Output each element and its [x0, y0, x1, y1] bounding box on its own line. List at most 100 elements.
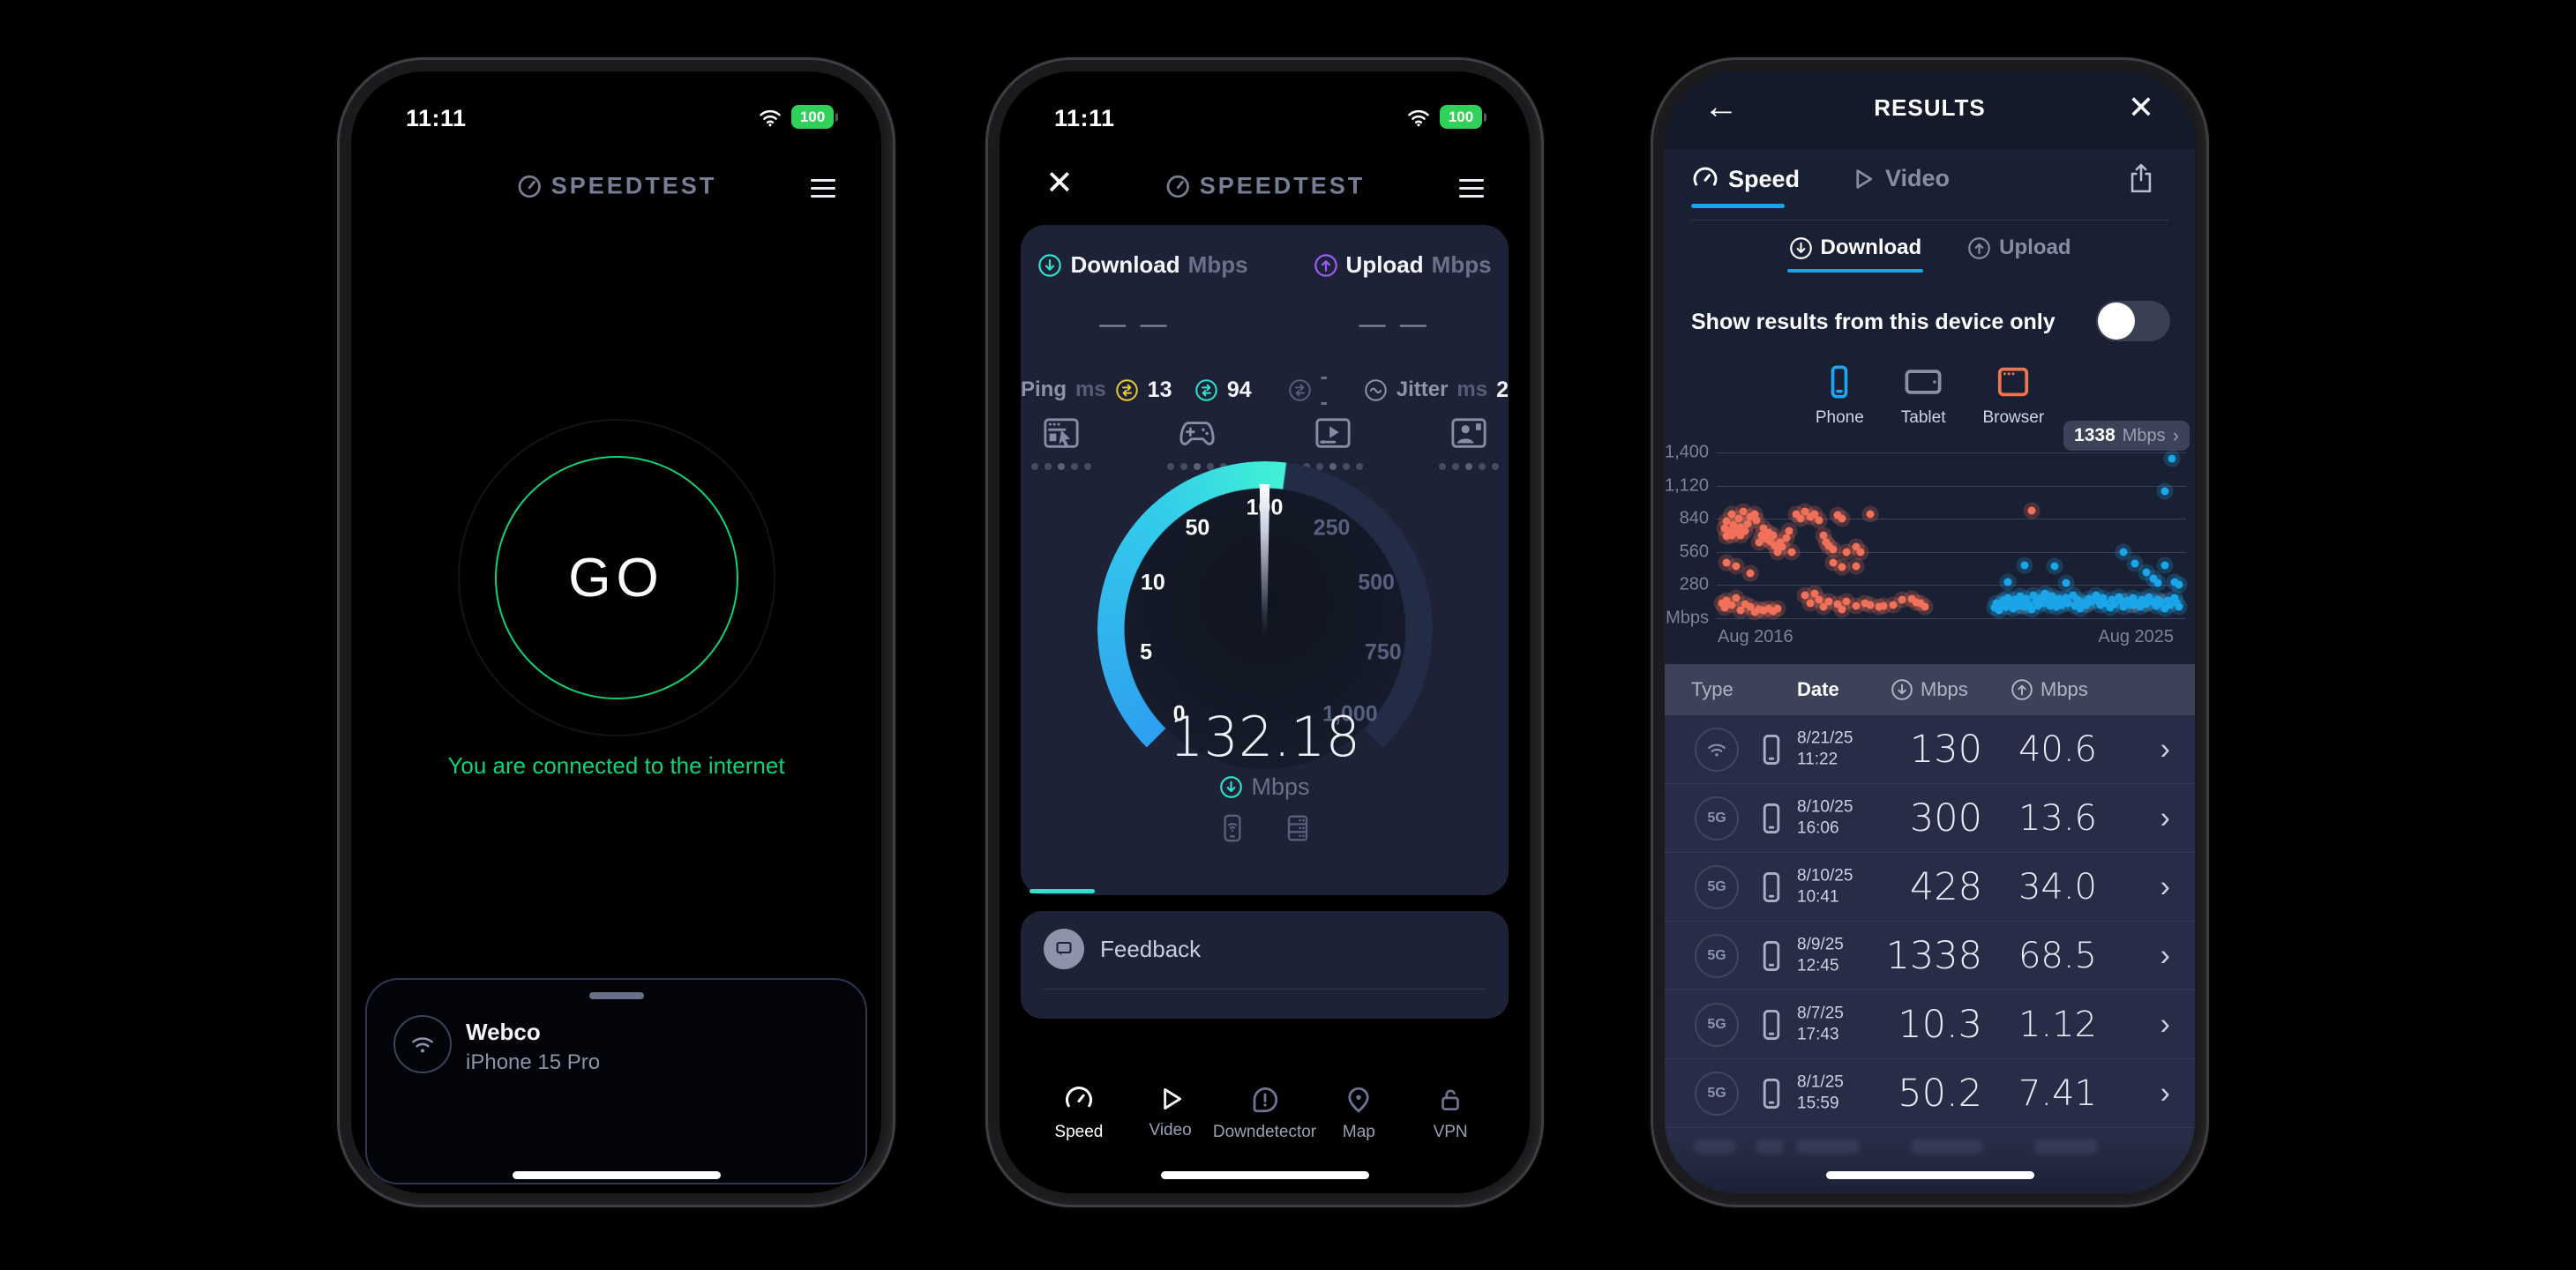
- sheet-drag-handle[interactable]: [588, 992, 644, 999]
- filter-tablet[interactable]: Tablet: [1901, 362, 1945, 428]
- data-point: [1727, 510, 1736, 519]
- data-point: [2156, 599, 2165, 608]
- result-datetime: 8/9/25 12:45: [1797, 934, 1844, 975]
- table-row[interactable]: 5G 8/7/25 17:43 10.3 1.12 ›: [1665, 990, 2195, 1059]
- data-point: [2003, 594, 2012, 601]
- badge-unit: Mbps: [2122, 425, 2166, 445]
- wifi-status-icon: [1406, 108, 1431, 127]
- data-point: [2078, 598, 2086, 607]
- cellular-5g-icon: 5G: [1695, 796, 1739, 840]
- data-point: [2027, 506, 2036, 515]
- col-download[interactable]: Mbps: [1891, 678, 1968, 701]
- table-row[interactable]: 5G 8/10/25 16:06 300 13.6 ›: [1665, 784, 2195, 853]
- data-point: [1736, 531, 1745, 540]
- nav-item-vpn[interactable]: VPN: [1404, 1084, 1496, 1163]
- divider: [1044, 989, 1486, 990]
- table-row[interactable]: 5G 8/9/25 12:45 1338 68.5 ›: [1665, 922, 2195, 990]
- home-indicator[interactable]: [1825, 1171, 2034, 1179]
- share-icon[interactable]: [2126, 161, 2156, 195]
- device-name: iPhone 15 Pro: [466, 1050, 601, 1074]
- data-point: [1778, 542, 1786, 551]
- col-upload[interactable]: Mbps: [2011, 678, 2088, 701]
- data-point: [2022, 594, 2031, 603]
- nav-item-map[interactable]: Map: [1314, 1084, 1405, 1163]
- history-scatter-chart[interactable]: 1,400 1,120 840 560 280 Mbps Aug 2016 Aug 2025: [1665, 443, 2195, 655]
- phone-wifi-icon[interactable]: [1215, 811, 1250, 846]
- nav-item-downdetector[interactable]: Downdetector: [1213, 1084, 1316, 1163]
- menu-icon[interactable]: [1459, 174, 1484, 203]
- back-arrow-icon[interactable]: ←: [1704, 87, 1739, 126]
- device-only-toggle[interactable]: [2096, 301, 2170, 341]
- results-screen: ← RESULTS ✕ Speed: [1665, 71, 2195, 1193]
- nav-item-video[interactable]: Video: [1125, 1084, 1217, 1163]
- data-point: [2036, 594, 2045, 601]
- metric-upload[interactable]: Upload: [1967, 235, 2071, 273]
- data-point: [1729, 520, 1738, 529]
- tab-video[interactable]: Video: [1850, 165, 1950, 192]
- data-point: [1806, 512, 1815, 520]
- data-point: [1819, 602, 1828, 611]
- menu-icon[interactable]: [811, 174, 835, 203]
- close-icon[interactable]: ✕: [1045, 165, 1074, 202]
- nav-label: Downdetector: [1212, 1123, 1317, 1141]
- data-point: [2149, 574, 2158, 583]
- data-point: [1806, 599, 1815, 608]
- data-point: [1810, 589, 1819, 598]
- data-point: [2018, 598, 2026, 607]
- col-date[interactable]: Date: [1797, 678, 1839, 700]
- metric-download[interactable]: Download: [1786, 235, 1923, 273]
- home-indicator[interactable]: [512, 1171, 721, 1179]
- filter-browser[interactable]: Browser: [1982, 362, 2044, 428]
- wifi-status-icon: [758, 108, 783, 127]
- data-point: [2082, 601, 2091, 609]
- chart-gridline: [1716, 485, 2186, 487]
- data-point: [2136, 602, 2145, 611]
- gauge-icon: [1691, 165, 1719, 193]
- table-row[interactable]: 5G 8/10/25 10:41 428 34.0 ›: [1665, 853, 2195, 922]
- download-mbps-value: 130: [1909, 727, 1982, 772]
- data-point: [1727, 601, 1736, 609]
- go-button[interactable]: GO: [494, 456, 738, 699]
- table-row[interactable]: 8/21/25 11:22 130 40.6 ›: [1665, 715, 2195, 784]
- data-point: [2055, 594, 2063, 603]
- connection-endpoints: [1021, 811, 1509, 846]
- tab-speed[interactable]: Speed: [1691, 165, 1800, 193]
- data-point: [2129, 594, 2138, 602]
- data-point: [2166, 601, 2175, 609]
- speedtest-home-screen: 11:11 100: [351, 71, 881, 1193]
- data-point: [1815, 516, 1823, 525]
- alert-icon: [1249, 1084, 1281, 1116]
- filter-phone[interactable]: Phone: [1816, 362, 1864, 428]
- chevron-right-icon: ›: [2172, 424, 2179, 446]
- data-point: [1746, 602, 1755, 611]
- close-icon[interactable]: ✕: [2127, 89, 2154, 125]
- speedtest-logo-text: SPEEDTEST: [550, 172, 717, 199]
- active-tab-underline: [1691, 204, 1785, 208]
- tab-speed-label: Speed: [1728, 165, 1801, 192]
- connection-sheet[interactable]: Webco iPhone 15 Pro: [365, 978, 867, 1184]
- data-point: [1722, 596, 1731, 605]
- data-point: [1792, 510, 1801, 519]
- data-point: [1755, 605, 1764, 614]
- nav-item-speed[interactable]: Speed: [1033, 1084, 1125, 1163]
- server-icon[interactable]: [1280, 811, 1315, 846]
- data-point: [1833, 600, 1842, 609]
- download-mbps-value: 1338: [1885, 933, 1982, 978]
- nav-label: Video: [1149, 1121, 1192, 1139]
- feedback-card[interactable]: Feedback: [1021, 911, 1509, 1019]
- data-point: [1766, 537, 1775, 546]
- gauge-needle: [1259, 484, 1270, 636]
- metric-upload-label: Upload: [1999, 235, 2071, 259]
- data-point: [1875, 602, 1883, 611]
- table-row[interactable]: 5G 8/1/25 15:59 50.2 7.41 ›: [1665, 1059, 2195, 1128]
- max-speed-badge[interactable]: 1338 Mbps ›: [2063, 421, 2190, 451]
- download-icon: [1219, 775, 1243, 799]
- gauge-tick: 250: [1313, 515, 1351, 541]
- data-point: [2041, 589, 2049, 598]
- data-point: [1764, 528, 1773, 537]
- data-point: [1999, 596, 2008, 605]
- chevron-right-icon: ›: [2160, 1007, 2170, 1041]
- home-indicator[interactable]: [1160, 1171, 1369, 1179]
- data-point: [1829, 545, 1838, 554]
- nav-label: Speed: [1054, 1123, 1104, 1141]
